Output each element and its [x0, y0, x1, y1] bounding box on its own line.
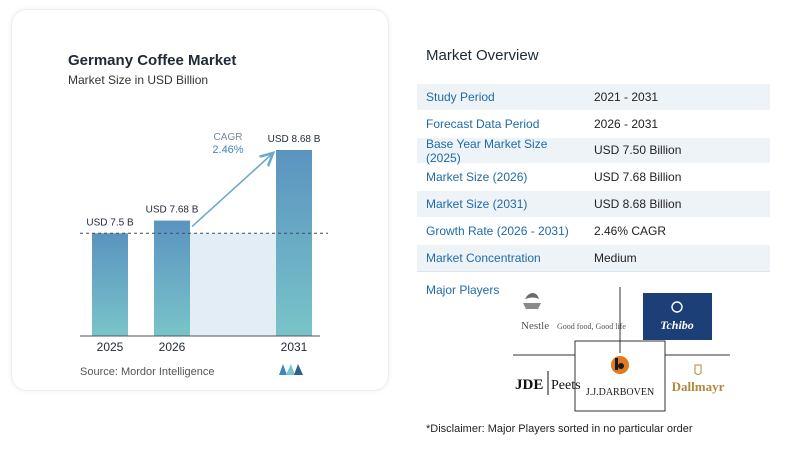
major-players-label: Major Players [426, 283, 500, 297]
major-players-logos: Nestle Good food, Good life Tchibo JDE P… [513, 287, 730, 412]
value-label-2025: USD 7.5 B [86, 217, 134, 228]
cagr-label: CAGR [214, 132, 243, 143]
overview-value: Medium [594, 250, 637, 265]
category-label-2031: 2031 [281, 340, 308, 354]
overview-value: 2021 - 2031 [594, 89, 659, 104]
grid-box [574, 340, 666, 412]
overview-key: Market Size (2026) [426, 170, 528, 185]
overview-row: Market Size (2026) USD 7.68 Billion [417, 164, 770, 192]
overview-value: USD 7.50 Billion [594, 143, 682, 158]
tchibo-logo-icon [643, 293, 712, 340]
overview-key: Forecast Data Period [426, 116, 540, 131]
bar-2025 [92, 233, 128, 336]
overview-row: Base Year Market Size (2025) USD 7.50 Bi… [417, 136, 770, 165]
nestle-name: Nestle [521, 320, 549, 332]
peets-name: Peets [551, 378, 581, 393]
disclaimer: *Disclaimer: Major Players sorted in no … [426, 423, 693, 435]
source-note: Source: Mordor Intelligence [80, 366, 215, 378]
cagr-value: 2.46% [212, 144, 243, 156]
category-label-2026: 2026 [159, 340, 186, 354]
overview-value: USD 8.68 Billion [594, 197, 682, 212]
tchibo-name: Tchibo [660, 318, 694, 332]
category-label-2025: 2025 [97, 340, 124, 354]
value-label-2031: USD 8.68 B [268, 134, 321, 145]
overview-value: USD 7.68 Billion [594, 170, 682, 185]
nestle-logo-icon [523, 293, 541, 309]
overview-key: Market Concentration [426, 250, 541, 265]
chart-subtitle: Market Size in USD Billion [68, 73, 209, 87]
cagr-arrow [191, 154, 272, 228]
overview-value: 2.46% CAGR [594, 223, 667, 238]
overview-row: Market Size (2031) USD 8.68 Billion [417, 191, 770, 218]
overview-row: Study Period 2021 - 2031 [417, 84, 770, 111]
overview-value: 2026 - 2031 [594, 116, 659, 131]
chart-title: Germany Coffee Market [68, 52, 237, 69]
dallmayr-crest-icon [694, 364, 702, 375]
overview-key: Market Size (2031) [426, 197, 528, 212]
value-label-2026: USD 7.68 B [146, 205, 199, 216]
overview-row: Market Concentration Medium [417, 244, 770, 272]
overview-row: Growth Rate (2026 - 2031) 2.46% CAGR [417, 217, 770, 245]
bar-chart: USD 7.5 B 2025 USD 7.68 B 2026 USD 8.68 B 203… [80, 132, 328, 354]
dallmayr-name: Dallmayr [672, 379, 725, 394]
bar-2031 [276, 150, 312, 336]
tchibo-emblem-icon [671, 301, 683, 313]
nestle-tagline: Good food, Good life [557, 322, 626, 331]
bar-2026 [154, 220, 190, 336]
overview-key: Study Period [426, 89, 495, 104]
cagr-band [190, 233, 276, 336]
jde-name: JDE [515, 377, 543, 393]
overview-key: Growth Rate (2026 - 2031) [426, 223, 569, 238]
darboven-name: J.J.DARBOVEN [586, 387, 654, 398]
overview-key: Base Year Market Size (2025) [426, 136, 548, 165]
overview-table: Study Period 2021 - 2031 Forecast Data P… [417, 84, 770, 272]
overview-row: Forecast Data Period 2026 - 2031 [417, 110, 770, 138]
mordor-intelligence-logo-icon [279, 364, 303, 375]
darboven-logo-icon [611, 356, 629, 374]
overview-title: Market Overview [426, 47, 539, 64]
